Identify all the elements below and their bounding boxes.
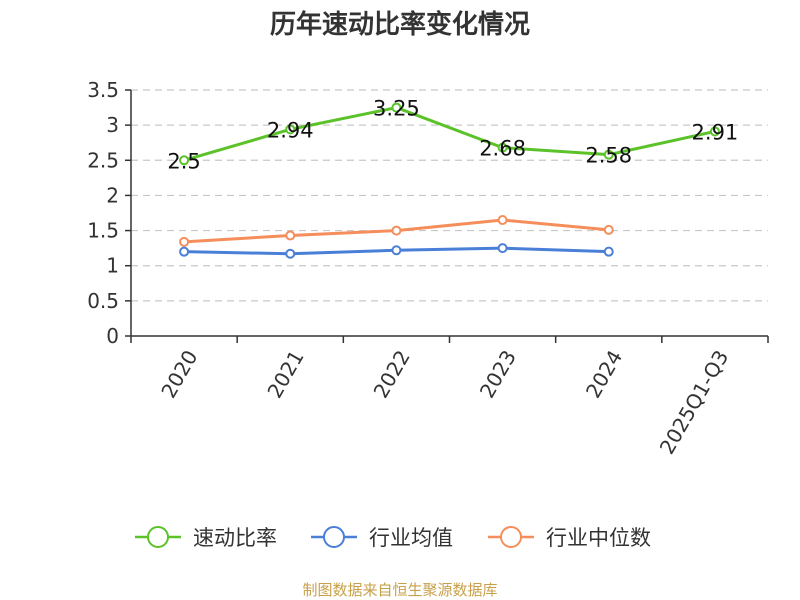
data-point [179, 155, 190, 166]
x-tick-label: 2024 [581, 346, 627, 402]
legend-item[interactable]: 行业均值 [311, 526, 453, 550]
data-point [285, 230, 296, 241]
data-point [603, 246, 614, 257]
chart-title: 历年速动比率变化情况 [270, 9, 530, 40]
data-point [179, 246, 190, 257]
data-label: 2.58 [585, 144, 632, 168]
data-point [391, 245, 402, 256]
data-point [285, 124, 296, 135]
data-point [179, 236, 190, 247]
series-layer [179, 102, 720, 259]
x-tick-label: 2021 [262, 346, 308, 402]
y-tick-label: 0 [106, 324, 119, 348]
data-label: 2.91 [692, 120, 739, 144]
legend-label: 速动比率 [193, 526, 277, 550]
legend-item[interactable]: 速动比率 [135, 526, 277, 550]
data-point [603, 149, 614, 160]
legend-marker [500, 526, 522, 548]
axis-layer: 0 0.5 1 1.5 2 2.5 3 3.5 2020 2021 2022 2023 2024 2025… [87, 78, 769, 458]
data-label: 3.25 [373, 97, 420, 121]
series-line-0 [183, 106, 716, 162]
data-label: 2.5 [167, 149, 200, 173]
data-point [391, 102, 402, 113]
data-point [391, 225, 402, 236]
legend: 速动比率 行业均值 行业中位数 [135, 526, 651, 550]
y-tick-label: 3 [106, 113, 119, 137]
y-tick-label: 2.5 [87, 148, 119, 172]
y-tick-label: 2 [106, 183, 119, 207]
legend-label: 行业中位数 [546, 526, 651, 550]
legend-item[interactable]: 行业中位数 [488, 526, 651, 550]
data-label: 2.94 [267, 118, 314, 142]
data-label-layer: 2.5 2.94 3.25 2.68 2.58 2.91 [167, 97, 738, 174]
data-point [497, 243, 508, 254]
data-point [603, 224, 614, 235]
data-label: 2.68 [479, 137, 526, 161]
y-tick-label: 0.5 [87, 289, 119, 313]
x-tick-label: 2020 [156, 346, 202, 402]
source-note: 制图数据来自恒生聚源数据库 [302, 581, 497, 599]
x-tick-label: 2023 [475, 346, 521, 402]
data-point [709, 126, 720, 137]
data-point [285, 248, 296, 259]
x-tick-label: 2022 [369, 346, 415, 402]
legend-marker [323, 526, 345, 548]
y-tick-label: 3.5 [87, 78, 119, 102]
legend-label: 行业均值 [369, 526, 453, 550]
x-tick-label: 2025Q1-Q3 [655, 346, 734, 458]
data-point [497, 215, 508, 226]
y-tick-label: 1.5 [87, 219, 119, 243]
data-point [497, 142, 508, 153]
grid-layer [131, 89, 768, 302]
legend-marker [147, 526, 169, 548]
y-tick-label: 1 [106, 254, 119, 278]
